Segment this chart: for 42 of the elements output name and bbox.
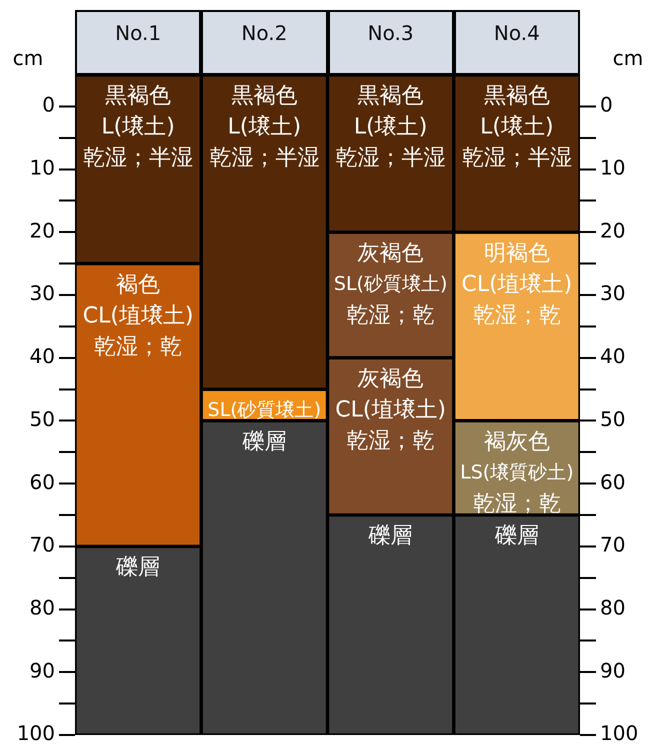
y2-tick-label: 60 [600, 470, 626, 494]
data-label: 礫層 [494, 524, 539, 549]
data-label: 黒褐色 L(壌土) 乾湿；半湿 [209, 84, 320, 171]
y2-tick-label: 80 [600, 595, 626, 620]
data-label: 黒褐色 L(壌土) 乾湿；半湿 [462, 84, 572, 171]
data-label: 明褐色 CL(埴壌土) 乾湿；乾 [461, 240, 572, 328]
y2-tick-label: 40 [600, 344, 626, 368]
y2-tick-label: 70 [600, 532, 626, 557]
data-label: 黒褐色 L(壌土) 乾湿；半湿 [83, 84, 194, 171]
y2-tick-label: 90 [600, 658, 626, 682]
data-label: 灰褐色 SL(砂質壌土) 乾湿；乾 [334, 240, 448, 328]
x-tick-label: No.3 [368, 21, 414, 46]
data-label: 黒褐色 L(壌土) 乾湿；半湿 [336, 84, 446, 171]
y2-tick-label: 50 [600, 406, 626, 431]
y-tick-label: 80 [30, 595, 55, 620]
data-label: 礫層 [241, 429, 286, 454]
data-label: 灰褐色 CL(埴壌土) 乾湿；乾 [335, 366, 446, 454]
y2-tick-label: 100 [600, 721, 638, 746]
x-tick-label: No.1 [115, 21, 162, 46]
y-tick-label: 60 [30, 470, 55, 494]
data-label: 褐灰色 LS(壌質砂土) 乾湿；乾 [460, 429, 574, 516]
data-label: SL(砂質壌土) [208, 399, 322, 422]
x-tick-label: No.2 [241, 21, 288, 46]
y2-tick-label: 0 [600, 92, 613, 117]
y-axis-title: cm [12, 46, 44, 70]
y-tick-label: 100 [16, 721, 55, 746]
x-tick-label: No.4 [494, 21, 540, 46]
y-tick-label: 50 [30, 406, 55, 431]
data-label: 褐色 CL(埴壌土) 乾湿；乾 [82, 272, 194, 360]
y2-tick-label: 20 [600, 218, 626, 242]
y-tick-label: 20 [30, 218, 55, 242]
data-label: 礫層 [368, 524, 413, 549]
y-tick-label: 0 [42, 92, 55, 117]
y-tick-label: 10 [30, 155, 55, 180]
data-label: 礫層 [115, 555, 160, 580]
y-tick-label: 90 [30, 658, 55, 682]
y-tick-label: 40 [30, 344, 55, 368]
y-tick-label: 70 [30, 532, 55, 557]
y2-tick-label: 10 [600, 155, 626, 180]
y2-tick-label: 30 [600, 281, 626, 306]
y2-axis-title: cm [612, 46, 644, 70]
y-tick-label: 30 [30, 281, 55, 306]
